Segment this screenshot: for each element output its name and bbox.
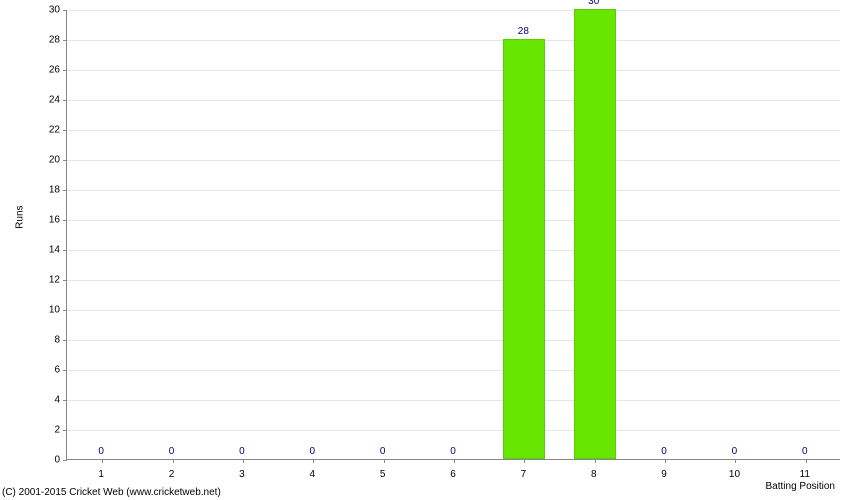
y-tick	[63, 220, 67, 221]
grid-line	[67, 70, 840, 71]
x-tick	[454, 459, 455, 463]
grid-line	[67, 430, 840, 431]
x-tick-label: 8	[591, 469, 597, 480]
x-tick-label: 11	[800, 469, 810, 480]
x-tick	[806, 459, 807, 463]
chart-container: Runs Batting Position (C) 2001-2015 Cric…	[0, 0, 850, 500]
bar-value-label: 0	[380, 446, 386, 457]
x-tick	[524, 459, 525, 463]
y-tick-label: 4	[30, 395, 60, 406]
x-axis-label: Batting Position	[766, 481, 836, 492]
bar-value-label: 0	[98, 446, 104, 457]
y-tick	[63, 280, 67, 281]
grid-line	[67, 190, 840, 191]
bar-value-label: 0	[802, 446, 808, 457]
y-tick-label: 0	[30, 455, 60, 466]
y-tick	[63, 340, 67, 341]
x-tick-label: 2	[169, 469, 175, 480]
grid-line	[67, 40, 840, 41]
grid-line	[67, 400, 840, 401]
grid-line	[67, 160, 840, 161]
bar-value-label: 30	[588, 0, 599, 7]
x-tick-label: 10	[729, 469, 740, 480]
grid-line	[67, 250, 840, 251]
y-tick-label: 18	[30, 185, 60, 196]
grid-line	[67, 370, 840, 371]
x-tick	[102, 459, 103, 463]
y-tick-label: 22	[30, 125, 60, 136]
y-tick	[63, 130, 67, 131]
y-tick	[63, 100, 67, 101]
x-tick	[243, 459, 244, 463]
bar-value-label: 0	[239, 446, 245, 457]
bar-value-label: 0	[450, 446, 456, 457]
grid-line	[67, 100, 840, 101]
y-tick	[63, 10, 67, 11]
y-tick	[63, 250, 67, 251]
x-tick-label: 1	[98, 469, 104, 480]
y-tick	[63, 460, 67, 461]
y-tick	[63, 370, 67, 371]
y-tick	[63, 70, 67, 71]
y-tick-label: 8	[30, 335, 60, 346]
copyright-text: (C) 2001-2015 Cricket Web (www.cricketwe…	[2, 487, 221, 498]
x-tick-label: 9	[661, 469, 667, 480]
y-tick-label: 12	[30, 275, 60, 286]
x-tick-label: 7	[521, 469, 527, 480]
y-tick-label: 24	[30, 95, 60, 106]
bar-value-label: 28	[518, 26, 529, 37]
x-tick-label: 5	[380, 469, 386, 480]
y-tick-label: 10	[30, 305, 60, 316]
y-tick-label: 26	[30, 65, 60, 76]
x-tick	[665, 459, 666, 463]
y-tick	[63, 430, 67, 431]
y-tick	[63, 40, 67, 41]
x-tick-label: 6	[450, 469, 456, 480]
y-tick-label: 16	[30, 215, 60, 226]
x-tick-label: 3	[239, 469, 245, 480]
grid-line	[67, 310, 840, 311]
grid-line	[67, 280, 840, 281]
y-axis-label: Runs	[15, 205, 26, 228]
bar-value-label: 0	[309, 446, 315, 457]
y-tick-label: 2	[30, 425, 60, 436]
y-tick-label: 14	[30, 245, 60, 256]
grid-line	[67, 10, 840, 11]
bar	[574, 9, 616, 459]
x-tick	[313, 459, 314, 463]
bar-value-label: 0	[732, 446, 738, 457]
y-tick	[63, 190, 67, 191]
y-tick-label: 6	[30, 365, 60, 376]
x-tick	[173, 459, 174, 463]
y-tick	[63, 160, 67, 161]
grid-line	[67, 340, 840, 341]
x-tick-label: 4	[309, 469, 315, 480]
y-tick-label: 20	[30, 155, 60, 166]
x-tick	[384, 459, 385, 463]
plot-area	[66, 10, 840, 460]
y-tick	[63, 310, 67, 311]
bar-value-label: 0	[661, 446, 667, 457]
y-tick	[63, 400, 67, 401]
grid-line	[67, 130, 840, 131]
x-tick	[595, 459, 596, 463]
bar	[503, 39, 545, 459]
bar-value-label: 0	[169, 446, 175, 457]
y-tick-label: 28	[30, 35, 60, 46]
y-tick-label: 30	[30, 5, 60, 16]
grid-line	[67, 220, 840, 221]
x-tick	[735, 459, 736, 463]
